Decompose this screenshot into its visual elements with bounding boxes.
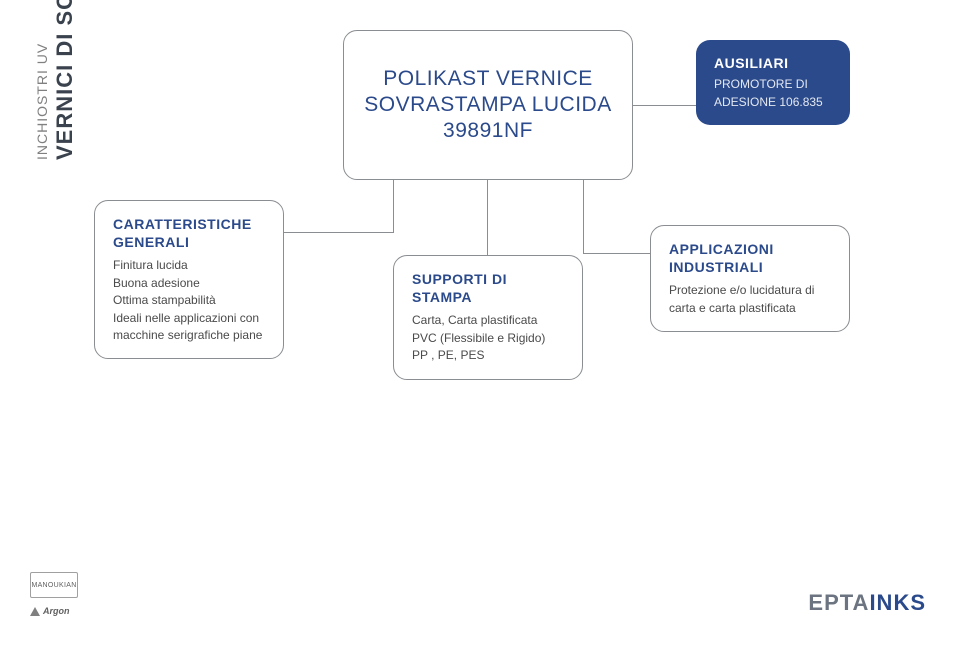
applications-title: APPLICAZIONI INDUSTRIALI (669, 240, 831, 276)
substrates-body: Carta, Carta plastificata PVC (Flessibil… (412, 312, 564, 364)
connector-line (583, 253, 650, 254)
substrates-title: SUPPORTI DI STAMPA (412, 270, 564, 306)
substrates-box: SUPPORTI DI STAMPA Carta, Carta plastifi… (393, 255, 583, 380)
product-line1: POLIKAST VERNICE (383, 66, 593, 92)
connector-line (633, 105, 696, 106)
list-item: Protezione e/o lucidatura di carta e car… (669, 282, 831, 317)
connector-line (583, 180, 584, 253)
auxiliaries-title: AUSILIARI (714, 54, 832, 72)
list-item: Buona adesione (113, 275, 265, 292)
list-item: PP , PE, PES (412, 347, 564, 364)
applications-body: Protezione e/o lucidatura di carta e car… (669, 282, 831, 317)
list-item: PROMOTORE DI ADESIONE 106.835 (714, 76, 832, 111)
brand-part-a: EPTA (808, 590, 869, 615)
connector-line (283, 232, 393, 233)
manoukian-logo: MANOUKIAN (30, 572, 78, 598)
list-item: Carta, Carta plastificata (412, 312, 564, 329)
list-item: PVC (Flessibile e Rigido) (412, 330, 564, 347)
sidebar-main-title: VERNICI DI SOVRASTAMPA (52, 0, 78, 160)
characteristics-box: CARATTERISTICHE GENERALI Finitura lucida… (94, 200, 284, 359)
sidebar-title: INCHIOSTRI UV VERNICI DI SOVRASTAMPA (34, 0, 78, 160)
list-item: Finitura lucida (113, 257, 265, 274)
argon-logo: Argon (30, 602, 78, 620)
list-item: Ideali nelle applicazioni con macchine s… (113, 310, 265, 345)
brand-part-b: INKS (869, 590, 926, 615)
applications-box: APPLICAZIONI INDUSTRIALI Protezione e/o … (650, 225, 850, 332)
product-box: POLIKAST VERNICE SOVRASTAMPA LUCIDA 3989… (343, 30, 633, 180)
connector-line (487, 180, 488, 255)
sidebar-subtitle: INCHIOSTRI UV (34, 0, 50, 160)
list-item: Ottima stampabilità (113, 292, 265, 309)
brand-logo: EPTAINKS (808, 590, 926, 616)
footer-logos: MANOUKIAN Argon (30, 572, 78, 620)
auxiliaries-box: AUSILIARI PROMOTORE DI ADESIONE 106.835 (696, 40, 850, 125)
product-line3: 39891NF (443, 118, 533, 144)
auxiliaries-body: PROMOTORE DI ADESIONE 106.835 (714, 76, 832, 111)
characteristics-title: CARATTERISTICHE GENERALI (113, 215, 265, 251)
characteristics-body: Finitura lucida Buona adesione Ottima st… (113, 257, 265, 344)
connector-line (393, 180, 394, 233)
product-line2: SOVRASTAMPA LUCIDA (364, 92, 611, 118)
argon-text: Argon (43, 606, 70, 616)
triangle-icon (30, 607, 40, 616)
